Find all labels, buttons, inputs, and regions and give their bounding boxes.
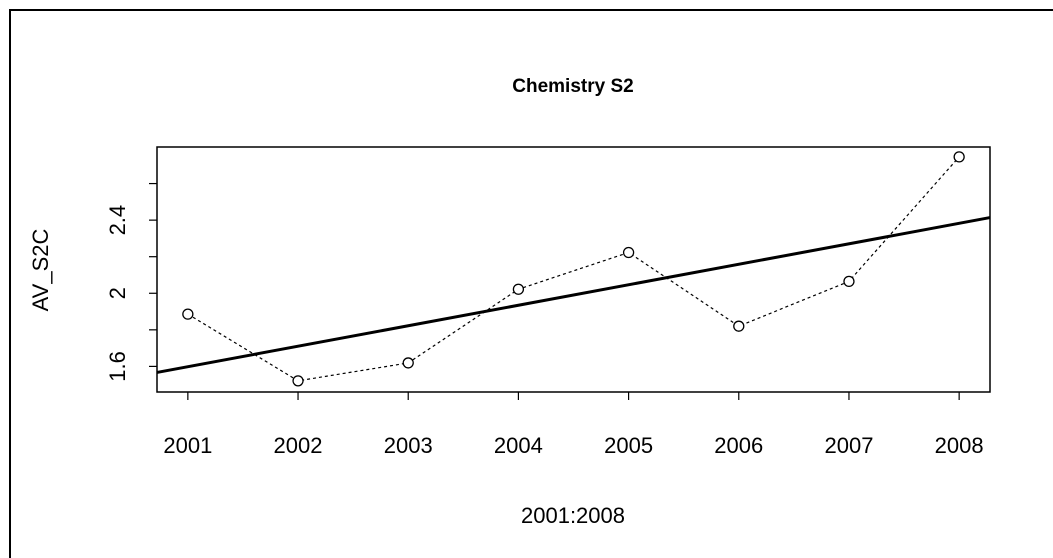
data-point <box>512 283 525 295</box>
y-axis-label: AV_S2C <box>28 229 53 312</box>
data-line <box>187 156 960 382</box>
x-tick-label: 2003 <box>384 433 433 458</box>
plot-box <box>156 146 991 393</box>
x-tick-label: 2004 <box>494 433 543 458</box>
x-tick-label: 2006 <box>714 433 763 458</box>
y-tick-label: 2.4 <box>105 205 130 236</box>
y-tick-label: 1.6 <box>105 351 130 382</box>
data-point <box>402 357 414 369</box>
y-tick-label: 2 <box>105 287 130 299</box>
frame <box>9 9 1053 558</box>
data-point <box>953 151 965 163</box>
trend-line <box>156 216 991 374</box>
data-point <box>292 375 304 387</box>
x-axis-label: 2001:2008 <box>521 503 625 528</box>
x-tick-label: 2007 <box>824 433 873 458</box>
data-point <box>622 246 635 259</box>
x-tick-label: 2001 <box>163 433 212 458</box>
x-tick-label: 2008 <box>935 433 984 458</box>
x-tick-label: 2002 <box>274 433 323 458</box>
chart-title: Chemistry S2 <box>512 76 633 97</box>
x-tick-label: 2005 <box>604 433 653 458</box>
data-point <box>733 320 745 332</box>
data-point <box>182 308 194 320</box>
data-point <box>843 275 855 288</box>
